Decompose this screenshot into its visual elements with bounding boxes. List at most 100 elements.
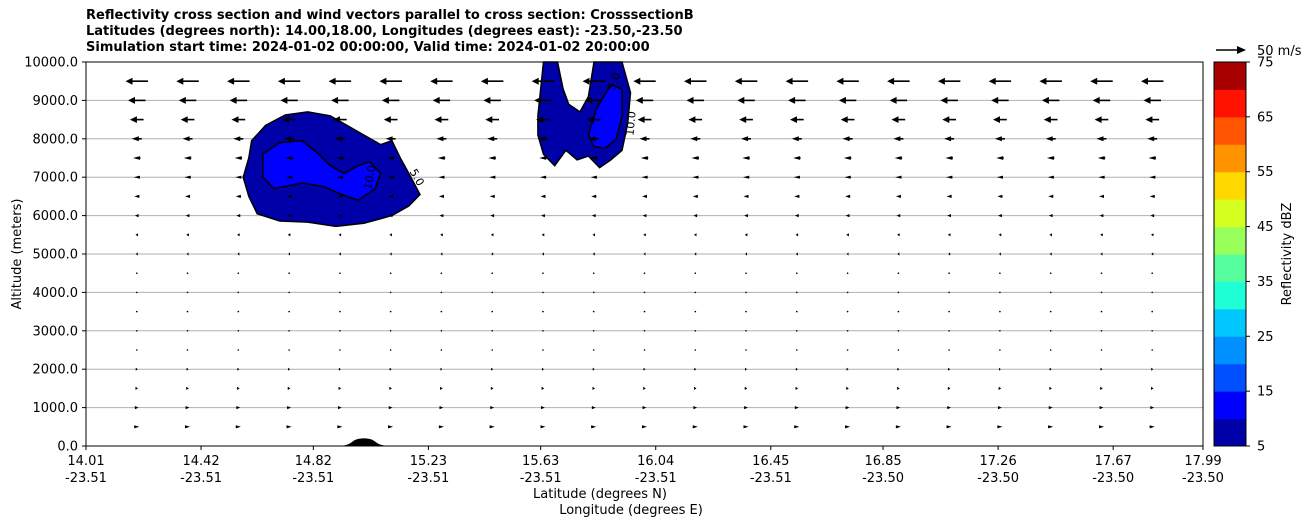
wind-vector: [1094, 116, 1109, 123]
wind-vector: [897, 310, 900, 313]
wind-vector: [490, 233, 494, 237]
wind-vector: [997, 194, 1003, 198]
wind-vector: [897, 291, 900, 294]
wind-vector: [945, 156, 953, 160]
wind-vector: [135, 252, 138, 256]
wind-vector: [1043, 116, 1058, 123]
wind-vector: [1090, 77, 1113, 85]
wind-vector: [796, 272, 798, 275]
wind-vector: [1151, 367, 1154, 371]
wind-vector: [136, 330, 138, 332]
wind-vector: [944, 136, 955, 142]
wind-vector: [743, 194, 749, 198]
colorbar-tick-label: 5: [1257, 440, 1265, 455]
wind-vector: [948, 272, 950, 275]
wind-vector: [591, 425, 597, 429]
wind-vector: [1151, 252, 1154, 256]
wind-vector: [1100, 349, 1103, 351]
wind-vector: [440, 291, 443, 294]
wind-vector: [1100, 252, 1103, 256]
contour-label: 10.0: [623, 111, 638, 137]
wind-vector: [744, 233, 748, 237]
wind-vector: [231, 116, 246, 123]
wind-vector: [237, 272, 240, 275]
wind-vector: [287, 386, 291, 390]
wind-vector: [940, 96, 958, 104]
wind-vector: [694, 310, 697, 313]
wind-vector: [287, 233, 291, 237]
colorbar: 5 15 25 35 45 55 65 75: [1213, 56, 1274, 455]
wind-vector: [592, 233, 595, 237]
wind-vector: [490, 386, 494, 390]
wind-vector: [235, 175, 242, 179]
wind-vector: [739, 116, 753, 123]
colorbar-segment: [1214, 363, 1246, 392]
wind-vector: [642, 406, 647, 410]
wind-vector: [490, 406, 495, 410]
wind-vector: [436, 136, 447, 142]
wind-vector: [186, 252, 189, 256]
wind-vector: [893, 136, 904, 142]
wind-vector: [1145, 116, 1160, 123]
wind-vector: [531, 77, 555, 85]
wind-vector: [386, 156, 395, 160]
wind-vector: [237, 233, 240, 237]
wind-vector: [895, 194, 901, 198]
wind-vector: [178, 96, 197, 104]
colorbar-segment: [1214, 254, 1246, 282]
wind-vector: [1049, 233, 1052, 237]
wind-vector: [1149, 425, 1155, 429]
wind-vectors: [125, 77, 1164, 429]
wind-vector: [937, 77, 961, 85]
wind-vector: [1099, 214, 1104, 218]
wind-vector: [339, 349, 341, 351]
y-tick-label: 6000.0: [33, 209, 79, 224]
wind-vector: [592, 349, 595, 351]
y-tick-label: 3000.0: [33, 324, 79, 339]
wind-vector: [286, 194, 292, 198]
wind-vector: [635, 96, 654, 104]
wind-vector: [1151, 349, 1153, 351]
wind-vector: [136, 291, 138, 294]
wind-vector: [591, 194, 597, 198]
x-tick-label-lat: 15.23: [410, 454, 447, 469]
wind-vector: [889, 96, 908, 104]
x-tick-label-lon: -23.50: [862, 471, 904, 486]
wind-vector: [540, 425, 546, 429]
wind-vector: [1151, 310, 1153, 313]
wind-vector: [999, 291, 1001, 294]
wind-vector: [998, 214, 1002, 218]
wind-vector: [389, 310, 392, 313]
wind-vector: [996, 156, 1004, 160]
wind-vector: [338, 214, 342, 218]
colorbar-frame: [1213, 61, 1247, 447]
colorbar-tick-label: 15: [1257, 385, 1274, 400]
wind-vector: [942, 116, 956, 123]
wind-vector: [791, 136, 802, 142]
x-tick-label-lat: 14.42: [182, 454, 219, 469]
wind-vector: [541, 406, 545, 410]
wind-vector: [1149, 194, 1155, 198]
wind-vector: [1048, 214, 1053, 218]
wind-vector: [487, 136, 498, 142]
x-tick-label-lon: -23.51: [520, 471, 562, 486]
wind-vector: [237, 330, 240, 332]
wind-vector: [539, 175, 547, 179]
x-tick-label-lat: 17.67: [1095, 454, 1132, 469]
wind-vector: [336, 156, 344, 160]
wind-vector: [745, 310, 747, 313]
colorbar-segment: [1214, 199, 1246, 228]
wind-vector: [483, 96, 501, 104]
wind-vector: [381, 96, 400, 104]
wind-vector: [1096, 136, 1107, 142]
chart-title: Reflectivity cross section and wind vect…: [86, 8, 694, 56]
wind-vector: [846, 291, 849, 294]
wind-vector: [542, 252, 544, 256]
wind-vector: [948, 349, 950, 351]
wind-vector: [339, 330, 341, 332]
wind-vector: [328, 77, 352, 85]
wind-vector: [438, 175, 445, 179]
x-tick-label-lon: -23.51: [635, 471, 677, 486]
wind-vector: [136, 349, 138, 351]
wind-vector: [1092, 96, 1111, 104]
